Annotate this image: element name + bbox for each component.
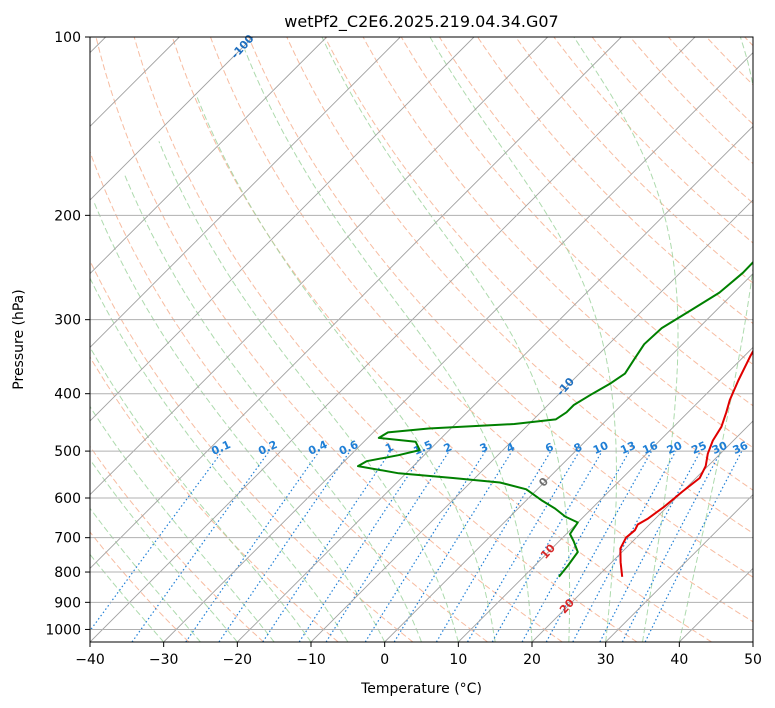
dry-adiabat-line bbox=[248, 37, 753, 578]
isotherm-line bbox=[90, 37, 327, 275]
plot-frame bbox=[89, 36, 754, 643]
dry-adiabat-line bbox=[477, 37, 753, 325]
mixing-ratio-line bbox=[325, 450, 450, 642]
mixing-ratio-line bbox=[262, 450, 392, 642]
mixing-ratio-lines bbox=[90, 450, 743, 642]
isotherm-line bbox=[605, 494, 753, 642]
mixing-ratio-line bbox=[393, 450, 513, 642]
temperature-profile-line bbox=[619, 349, 753, 577]
sounding-profiles bbox=[357, 260, 753, 578]
dry-adiabat-line bbox=[133, 37, 638, 642]
isotherms bbox=[90, 37, 753, 642]
isotherm-line bbox=[384, 273, 753, 642]
isotherm-line bbox=[458, 346, 753, 642]
moist-adiabat-line bbox=[90, 507, 201, 642]
mixing-ratio-line bbox=[298, 450, 425, 642]
mixing-ratio-label: 10 bbox=[591, 439, 611, 457]
isotherm-line bbox=[310, 199, 753, 642]
mixing-ratio-line bbox=[185, 450, 320, 642]
moist-adiabat-line bbox=[123, 173, 422, 642]
x-tick-label: −20 bbox=[223, 652, 253, 668]
pressure-gridlines bbox=[90, 37, 753, 630]
dry-adiabat-line bbox=[90, 150, 488, 642]
mixing-ratio-label: 13 bbox=[618, 439, 637, 457]
mixing-ratio-line bbox=[90, 450, 223, 632]
y-tick-label: 200 bbox=[54, 208, 81, 224]
x-tick-label: 20 bbox=[523, 652, 541, 668]
y-tick-label: 600 bbox=[54, 491, 81, 507]
mixing-ratio-label: 30 bbox=[710, 439, 730, 457]
isotherm-line bbox=[163, 52, 753, 642]
dry-adiabat-line bbox=[95, 37, 563, 642]
mixing-ratio-line bbox=[131, 450, 270, 642]
x-tick-label: 40 bbox=[670, 652, 688, 668]
dry-adiabat-line bbox=[210, 37, 753, 623]
y-tick-label: 400 bbox=[54, 387, 81, 403]
moist-adiabat-line bbox=[195, 94, 496, 642]
moist-adiabat-line bbox=[678, 37, 753, 642]
isotherm-line bbox=[90, 37, 254, 201]
x-axis: −40 −30 −20 −10 0 10 20 30 40 50 bbox=[75, 642, 762, 668]
dry-adiabat-line bbox=[286, 37, 753, 534]
dry-adiabat-line bbox=[90, 531, 190, 642]
mixing-ratio-label: 36 bbox=[731, 439, 751, 457]
dry-adiabat-line bbox=[438, 37, 753, 366]
x-tick-label: 30 bbox=[597, 652, 615, 668]
y-axis-title: Pressure (hPa) bbox=[11, 289, 27, 389]
y-tick-label: 700 bbox=[54, 531, 81, 547]
mixing-ratio-label: 25 bbox=[689, 439, 708, 457]
mixing-ratio-label: 16 bbox=[641, 439, 661, 457]
plot-background bbox=[90, 37, 753, 642]
isotherm-line bbox=[90, 37, 548, 496]
y-tick-label: 1000 bbox=[45, 622, 81, 638]
dry-adiabat-line bbox=[515, 37, 753, 284]
moist-adiabat-line bbox=[90, 458, 238, 642]
moist-adiabat-line bbox=[90, 277, 349, 642]
moist-adiabat-line bbox=[93, 201, 386, 642]
x-tick-label: −40 bbox=[75, 652, 105, 668]
isotherm-line bbox=[752, 641, 753, 642]
isotherm-line bbox=[90, 37, 622, 569]
moist-adiabat-line bbox=[573, 37, 679, 642]
isotherm-line bbox=[90, 37, 401, 348]
isotherm-line bbox=[90, 37, 475, 422]
x-tick-label: 10 bbox=[449, 652, 467, 668]
dry-adiabats bbox=[90, 37, 753, 642]
y-tick-label: 300 bbox=[54, 313, 81, 329]
mixing-ratio-line bbox=[644, 450, 743, 642]
isotherm-line bbox=[90, 37, 696, 642]
mixing-ratio-line bbox=[218, 450, 351, 642]
isotherm-line bbox=[531, 420, 753, 642]
dry-adiabat-line bbox=[553, 37, 753, 244]
mixing-ratio-line bbox=[572, 450, 677, 642]
y-axis: 100 200 300 400 500 600 700 800 900 1000 bbox=[45, 30, 90, 638]
mixing-ratio-line bbox=[545, 450, 653, 642]
y-tick-label: 900 bbox=[54, 595, 81, 611]
isotherm-line bbox=[237, 125, 753, 642]
x-tick-label: −30 bbox=[149, 652, 179, 668]
dry-adiabat-line bbox=[629, 37, 753, 165]
x-tick-label: 50 bbox=[744, 652, 762, 668]
y-tick-label: 100 bbox=[54, 30, 81, 46]
x-axis-title: Temperature (°C) bbox=[360, 681, 482, 697]
dewpoint-profile-line bbox=[357, 260, 753, 578]
mixing-ratio-line bbox=[521, 450, 631, 642]
y-tick-label: 800 bbox=[54, 565, 81, 581]
moist-adiabat-line bbox=[90, 346, 312, 642]
mixing-ratio-label: 20 bbox=[665, 439, 685, 457]
dry-adiabat-line bbox=[591, 37, 753, 204]
dry-adiabat-line bbox=[90, 259, 414, 642]
dry-adiabat-line bbox=[400, 37, 753, 407]
moist-adiabat-line bbox=[244, 49, 533, 642]
moist-adiabat-line bbox=[321, 37, 571, 642]
chart-title: wetPf2_C2E6.2025.219.04.34.G07 bbox=[284, 12, 558, 32]
moist-adiabat-line bbox=[429, 37, 617, 642]
dry-adiabat-line bbox=[324, 37, 753, 491]
x-tick-label: 0 bbox=[380, 652, 389, 668]
x-tick-label: −10 bbox=[296, 652, 326, 668]
y-tick-label: 500 bbox=[54, 444, 81, 460]
